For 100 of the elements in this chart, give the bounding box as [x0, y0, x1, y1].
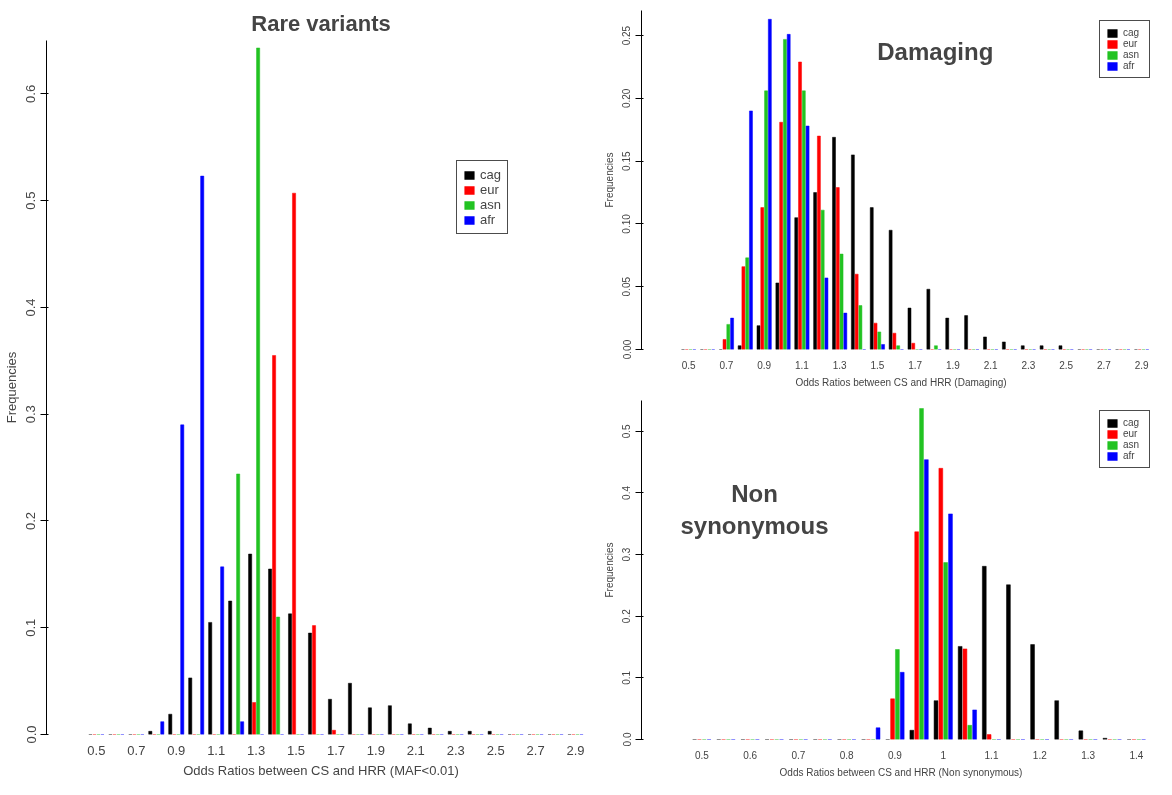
x-tick-label: 0.7 [127, 742, 146, 758]
bar [895, 649, 900, 740]
bar [168, 713, 173, 735]
bar [798, 61, 802, 350]
bar [813, 192, 817, 350]
bar [756, 325, 761, 350]
bar [348, 683, 352, 735]
bar [924, 459, 929, 740]
bar [467, 731, 472, 735]
bar [945, 317, 949, 350]
bar [938, 468, 944, 740]
x-tick-label: 1.9 [945, 359, 961, 371]
bar [877, 331, 882, 350]
y-tick-label: 0.6 [23, 84, 39, 103]
y-axis-title: Frequencies [603, 152, 615, 208]
y-tick-label: 0.5 [23, 191, 39, 210]
bar [972, 709, 977, 740]
bar [832, 137, 836, 350]
legend-label: eur [480, 182, 500, 197]
bar [873, 322, 878, 350]
y-tick-label: 0.4 [621, 485, 633, 500]
bar [843, 312, 848, 350]
bar [487, 731, 492, 735]
legend-label: afr [480, 212, 497, 227]
bar [1058, 345, 1063, 350]
x-axis-title: Odds Ratios between CS and HRR (Non synonymous) [779, 766, 1023, 778]
bar [869, 207, 874, 350]
bar [737, 345, 742, 350]
bar [854, 273, 859, 350]
x-tick-label: 0.9 [757, 359, 772, 371]
bar [783, 39, 787, 350]
x-tick-label: 0.5 [681, 359, 697, 371]
bar [926, 288, 931, 350]
x-tick-label: 0.5 [87, 742, 106, 758]
bar [911, 342, 916, 350]
y-tick-label: 0.10 [621, 213, 633, 234]
bar [967, 725, 972, 740]
x-tick-label: 2.7 [526, 742, 545, 758]
x-tick-label: 1.2 [1032, 749, 1048, 761]
bar [805, 125, 810, 350]
bar [328, 699, 332, 735]
y-tick-label: 0.3 [23, 405, 39, 424]
bar [272, 355, 276, 735]
text: Non synonymous [680, 480, 829, 540]
bar [943, 562, 948, 740]
x-tick-label: 0.9 [167, 742, 186, 758]
bar [786, 34, 791, 350]
y-tick-label: 0.3 [621, 547, 633, 562]
y-tick-label: 0.0 [23, 725, 39, 744]
x-tick-label: 1.1 [984, 749, 999, 761]
bar [914, 531, 919, 740]
y-tick-label: 0.2 [23, 511, 39, 530]
bar [764, 90, 768, 350]
x-tick-label: 2.3 [1021, 359, 1036, 371]
bar [1078, 730, 1084, 740]
y-axis-title: Frequencies [3, 351, 19, 424]
bar [160, 721, 165, 735]
bar [858, 305, 863, 350]
bar [836, 187, 840, 350]
legend-label: eur [1123, 38, 1139, 49]
bar [745, 257, 749, 350]
y-tick-label: 0.2 [621, 608, 633, 624]
x-tick-label: 1.7 [908, 359, 923, 371]
y-axis-title: Frequencies [603, 542, 615, 598]
bar [188, 677, 193, 735]
bar [964, 315, 968, 350]
bar [760, 207, 765, 350]
bar [896, 345, 900, 350]
x-tick-label: 2.1 [983, 359, 999, 371]
y-tick-label: 0.5 [621, 423, 633, 439]
bar [824, 277, 829, 350]
bar [332, 729, 336, 735]
y-tick-label: 0.20 [621, 88, 633, 109]
legend-label: cag [1123, 417, 1141, 428]
x-tick-label: 1.1 [794, 359, 810, 371]
x-tick-label: 1.5 [870, 359, 885, 371]
y-tick-label: 0.4 [23, 298, 39, 317]
x-tick-label: 1.1 [207, 742, 226, 758]
bar [200, 175, 205, 735]
legend-label: eur [1123, 428, 1139, 439]
bar [292, 192, 296, 735]
x-tick-label: 1.4 [1129, 749, 1144, 761]
bar [308, 632, 312, 735]
legend-label: cag [480, 167, 501, 182]
bar [933, 700, 939, 740]
bar [890, 698, 895, 740]
bar [240, 721, 244, 735]
x-axis-title: Odds Ratios between CS and HRR (MAF<0.01) [183, 762, 459, 778]
x-tick-label: 1.3 [1081, 749, 1096, 761]
x-tick-label: 1.9 [366, 742, 385, 758]
bar [775, 282, 780, 350]
x-tick-label: 0.8 [839, 749, 855, 761]
bar [236, 473, 240, 735]
bar [794, 217, 799, 350]
bar [817, 135, 821, 350]
bar [851, 154, 855, 350]
bar [986, 734, 992, 740]
bar [982, 566, 987, 740]
bar [779, 121, 783, 350]
x-tick-label: 0.7 [719, 359, 734, 371]
